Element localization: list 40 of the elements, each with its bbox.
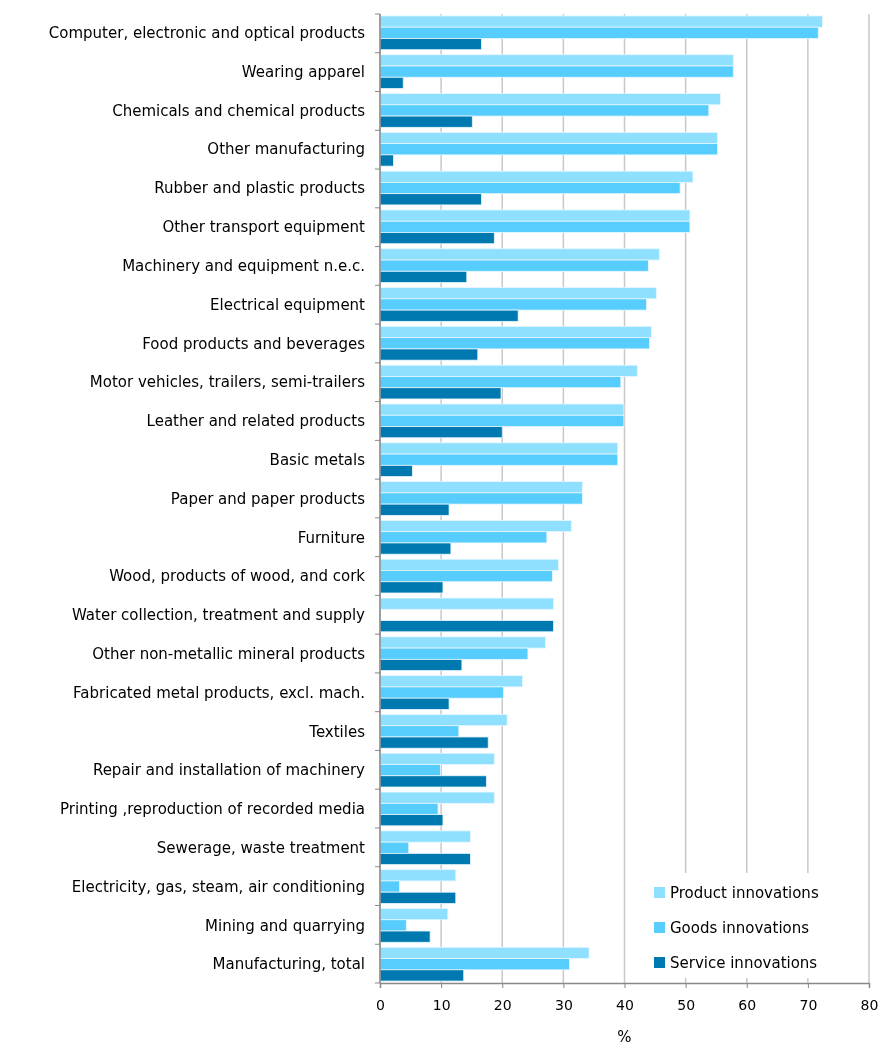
x-tick-label: 0 xyxy=(376,996,385,1013)
legend-label: Service innovations xyxy=(670,954,818,973)
y-tick-label: Food products and beverages xyxy=(142,334,366,353)
y-tick-label: Wood, products of wood, and cork xyxy=(109,567,366,586)
y-tick-label: Furniture xyxy=(297,528,365,547)
y-tick-label: Mining and quarrying xyxy=(205,916,365,935)
y-tick-label: Manufacturing, total xyxy=(212,955,365,974)
y-tick-label: Chemicals and chemical products xyxy=(112,101,366,120)
y-tick-label: Water collection, treatment and supply xyxy=(71,606,366,625)
bar xyxy=(379,597,554,610)
y-tick-label: Sewerage, waste treatment xyxy=(156,839,366,858)
x-tick-label: 30 xyxy=(554,996,573,1013)
legend-label: Product innovations xyxy=(670,884,819,903)
bar xyxy=(379,620,554,633)
y-tick-label: Electricity, gas, steam, air conditioning xyxy=(71,877,365,896)
y-tick-label: Repair and installation of machinery xyxy=(92,761,366,780)
x-tick-label: 80 xyxy=(860,996,879,1013)
x-tick-label: 70 xyxy=(799,996,818,1013)
y-tick-label: Wearing apparel xyxy=(241,62,365,81)
y-tick-label: Fabricated metal products, excl. mach. xyxy=(73,683,365,702)
y-tick-label: Rubber and plastic products xyxy=(154,179,366,198)
legend-label: Goods innovations xyxy=(670,919,810,938)
x-tick-label: 20 xyxy=(493,996,512,1013)
y-tick-label: Electrical equipment xyxy=(210,295,366,314)
y-tick-label: Basic metals xyxy=(269,450,366,469)
x-axis-title: % xyxy=(617,1028,632,1046)
y-tick-label: Printing ,reproduction of recorded media xyxy=(60,800,365,819)
x-tick-label: 50 xyxy=(677,996,696,1013)
y-tick-label: Motor vehicles, trailers, semi-trailers xyxy=(89,373,366,392)
y-tick-label: Other non-metallic mineral products xyxy=(92,644,366,663)
y-tick-label: Leather and related products xyxy=(146,412,366,431)
y-tick-label: Paper and paper products xyxy=(170,489,366,508)
y-tick-label: Other manufacturing xyxy=(207,140,365,159)
x-tick-label: 40 xyxy=(616,996,634,1013)
y-tick-label: Other transport equipment xyxy=(162,218,366,237)
y-tick-label: Textiles xyxy=(308,722,366,741)
x-tick-label: 10 xyxy=(432,996,451,1013)
x-tick-label: 60 xyxy=(738,996,757,1013)
y-tick-label: Computer, electronic and optical products xyxy=(48,24,366,43)
y-tick-label: Machinery and equipment n.e.c. xyxy=(122,256,365,275)
